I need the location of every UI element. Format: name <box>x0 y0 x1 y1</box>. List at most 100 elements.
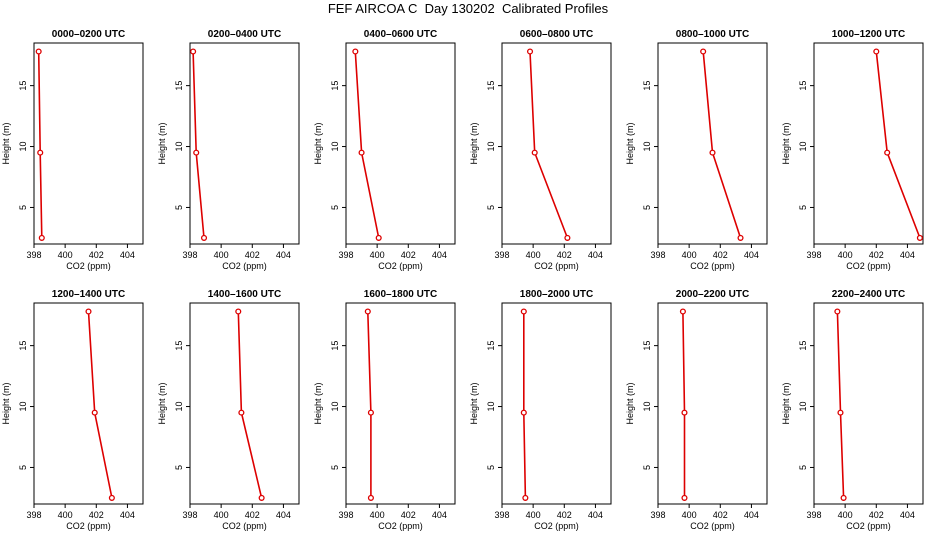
x-tick-label: 400 <box>682 510 697 520</box>
plot-frame <box>657 42 768 245</box>
data-point <box>700 48 707 55</box>
x-tick-label: 400 <box>370 250 385 260</box>
panel-title: 1800–2000 UTC <box>520 289 593 300</box>
data-point <box>108 494 115 501</box>
x-axis-label: CO2 (ppm) <box>690 261 735 271</box>
plot-frame <box>813 42 924 245</box>
data-point <box>38 234 45 241</box>
y-tick-label: 10 <box>330 402 340 412</box>
data-point <box>709 149 716 156</box>
x-tick-label: 398 <box>182 510 197 520</box>
data-point <box>520 409 527 416</box>
data-point <box>837 409 844 416</box>
y-tick-label: 10 <box>798 402 808 412</box>
y-tick-label: 5 <box>486 465 496 470</box>
data-point <box>193 149 200 156</box>
y-tick-label: 5 <box>174 205 184 210</box>
x-tick-label: 404 <box>120 510 135 520</box>
figure-title: FEF AIRCOA C Day 130202 Calibrated Profi… <box>327 1 609 16</box>
x-tick-label: 398 <box>806 250 821 260</box>
y-tick-label: 15 <box>174 81 184 91</box>
x-tick-label: 400 <box>58 510 73 520</box>
x-tick-label: 398 <box>806 510 821 520</box>
x-tick-label: 398 <box>338 250 353 260</box>
x-tick-label: 398 <box>182 250 197 260</box>
y-axis-label: Height (m) <box>313 382 323 424</box>
panel-title: 1200–1400 UTC <box>52 289 125 300</box>
y-axis-label: Height (m) <box>625 122 635 164</box>
y-tick-label: 15 <box>18 341 28 351</box>
panel-title: 2200–2400 UTC <box>832 289 905 300</box>
data-point <box>834 308 841 315</box>
x-tick-label: 402 <box>401 250 416 260</box>
y-axis-label: Height (m) <box>157 122 167 164</box>
x-axis-label: CO2 (ppm) <box>378 521 423 531</box>
panel-title: 0400–0600 UTC <box>364 29 437 40</box>
data-point <box>375 234 382 241</box>
y-axis-label: Height (m) <box>625 382 635 424</box>
x-tick-label: 404 <box>276 250 291 260</box>
x-axis-label: CO2 (ppm) <box>66 521 111 531</box>
y-tick-label: 15 <box>486 81 496 91</box>
y-axis-label: Height (m) <box>1 122 11 164</box>
panel-11: 2200–2400 UTC 398 400 402 404 5 10 15 CO2 (ppm) H… <box>781 289 924 531</box>
data-point <box>681 409 688 416</box>
data-point <box>367 494 374 501</box>
series-line <box>354 51 380 239</box>
series-line <box>529 51 569 239</box>
data-point <box>238 409 245 416</box>
data-point <box>737 234 744 241</box>
y-tick-label: 15 <box>486 341 496 351</box>
plot-frame <box>501 42 612 245</box>
x-tick-label: 402 <box>869 510 884 520</box>
data-point <box>85 308 92 315</box>
plot-frame <box>657 302 768 505</box>
data-point <box>367 409 374 416</box>
panel-title: 2000–2200 UTC <box>676 289 749 300</box>
data-point <box>37 149 44 156</box>
x-tick-label: 404 <box>588 250 603 260</box>
plot-frame <box>189 302 300 505</box>
plot-frame <box>345 302 456 505</box>
y-tick-label: 10 <box>174 142 184 152</box>
panel-9: 1800–2000 UTC 398 400 402 404 5 10 15 CO2 (ppm) H… <box>469 289 612 531</box>
data-point <box>520 308 527 315</box>
x-tick-label: 404 <box>276 510 291 520</box>
x-tick-label: 404 <box>120 250 135 260</box>
y-tick-label: 15 <box>798 81 808 91</box>
panel-title: 1600–1800 UTC <box>364 289 437 300</box>
y-tick-label: 10 <box>486 142 496 152</box>
x-tick-label: 404 <box>588 510 603 520</box>
y-tick-label: 10 <box>642 142 652 152</box>
data-point <box>258 494 265 501</box>
panel-6: 1200–1400 UTC 398 400 402 404 5 10 15 CO2 (ppm) H… <box>1 289 144 531</box>
x-tick-label: 402 <box>869 250 884 260</box>
x-tick-label: 398 <box>494 250 509 260</box>
y-tick-label: 5 <box>798 205 808 210</box>
x-axis-label: CO2 (ppm) <box>846 261 891 271</box>
x-tick-label: 402 <box>401 510 416 520</box>
panel-title: 0000–0200 UTC <box>52 29 125 40</box>
x-tick-label: 404 <box>744 250 759 260</box>
panel-10: 2000–2200 UTC 398 400 402 404 5 10 15 CO2 (ppm) H… <box>625 289 768 531</box>
panel-2: 0400–0600 UTC 398 400 402 404 5 10 15 CO2 (ppm) H… <box>313 29 456 271</box>
data-point <box>564 234 571 241</box>
panel-title: 0200–0400 UTC <box>208 29 281 40</box>
x-tick-label: 400 <box>214 510 229 520</box>
plot-frame <box>189 42 300 245</box>
y-tick-label: 10 <box>330 142 340 152</box>
series-line <box>522 311 527 498</box>
panel-0: 0000–0200 UTC 398 400 402 404 5 10 15 CO2 (ppm) H… <box>1 29 144 271</box>
y-axis-label: Height (m) <box>781 382 791 424</box>
x-tick-label: 404 <box>432 250 447 260</box>
x-tick-label: 400 <box>838 250 853 260</box>
data-point <box>200 234 208 241</box>
y-tick-label: 5 <box>330 465 340 470</box>
panel-title: 0600–0800 UTC <box>520 29 593 40</box>
x-tick-label: 400 <box>526 250 541 260</box>
y-tick-label: 15 <box>642 81 652 91</box>
y-tick-label: 10 <box>642 402 652 412</box>
series-line <box>367 311 372 498</box>
x-tick-label: 402 <box>557 510 572 520</box>
x-tick-label: 398 <box>26 510 41 520</box>
